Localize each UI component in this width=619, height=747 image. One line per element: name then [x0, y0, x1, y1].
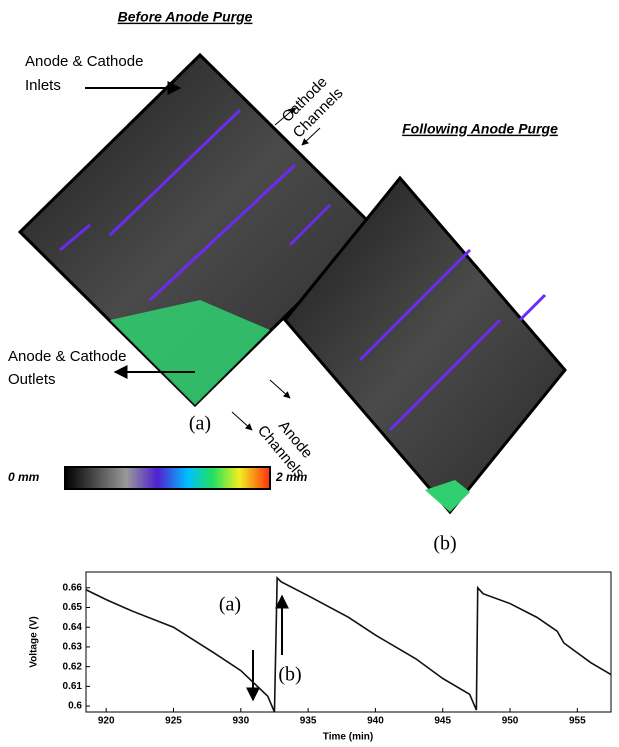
x-tick-label: 950 — [502, 716, 519, 727]
y-tick-label: 0.64 — [63, 622, 83, 633]
panel-label: (a) — [189, 413, 211, 435]
colorbar — [64, 466, 271, 490]
water-pool-a — [110, 300, 270, 405]
panel-label: (b) — [433, 533, 456, 555]
colorbar-max: 2 mm — [275, 470, 308, 484]
after-title: Following Anode Purge — [402, 121, 558, 137]
water-streaks-a — [59, 108, 332, 302]
y-tick-label: 0.61 — [63, 681, 83, 692]
x-tick-label: 925 — [165, 716, 182, 727]
x-tick-label: 920 — [98, 716, 115, 727]
arrow — [231, 411, 253, 431]
inlets-label: Anode & Cathode — [25, 53, 143, 70]
y-tick-label: 0.6 — [68, 701, 82, 712]
arrow — [269, 379, 291, 399]
x-tick-label: 930 — [232, 716, 249, 727]
x-tick-label: 955 — [569, 716, 586, 727]
y-tick-label: 0.63 — [63, 642, 83, 653]
colorbar-min: 0 mm — [8, 470, 40, 484]
before-title: Before Anode Purge — [118, 9, 253, 25]
y-axis-label: Voltage (V) — [29, 616, 40, 667]
x-axis-label: Time (min) — [323, 732, 373, 742]
inlets-label: Inlets — [25, 77, 61, 94]
annotation: (a) — [219, 594, 241, 616]
y-tick-label: 0.62 — [63, 661, 83, 672]
voltage-chart: Voltage (V) Time (min) (a) (b) — [29, 571, 612, 743]
y-tick-label: 0.66 — [63, 582, 83, 593]
arrow — [274, 107, 296, 126]
water-pool-b — [425, 480, 470, 512]
annotation: (b) — [278, 664, 301, 686]
plot-frame — [85, 571, 612, 713]
x-tick-label: 945 — [434, 716, 451, 727]
outlets-label: Anode & Cathode — [8, 348, 126, 365]
x-tick-label: 940 — [367, 716, 384, 727]
x-tick-label: 935 — [300, 716, 317, 727]
voltage-line — [85, 576, 612, 713]
arrow — [301, 127, 321, 146]
y-tick-label: 0.65 — [63, 602, 83, 613]
water-streaks-b — [358, 248, 547, 432]
outlets-label: Outlets — [8, 371, 56, 388]
